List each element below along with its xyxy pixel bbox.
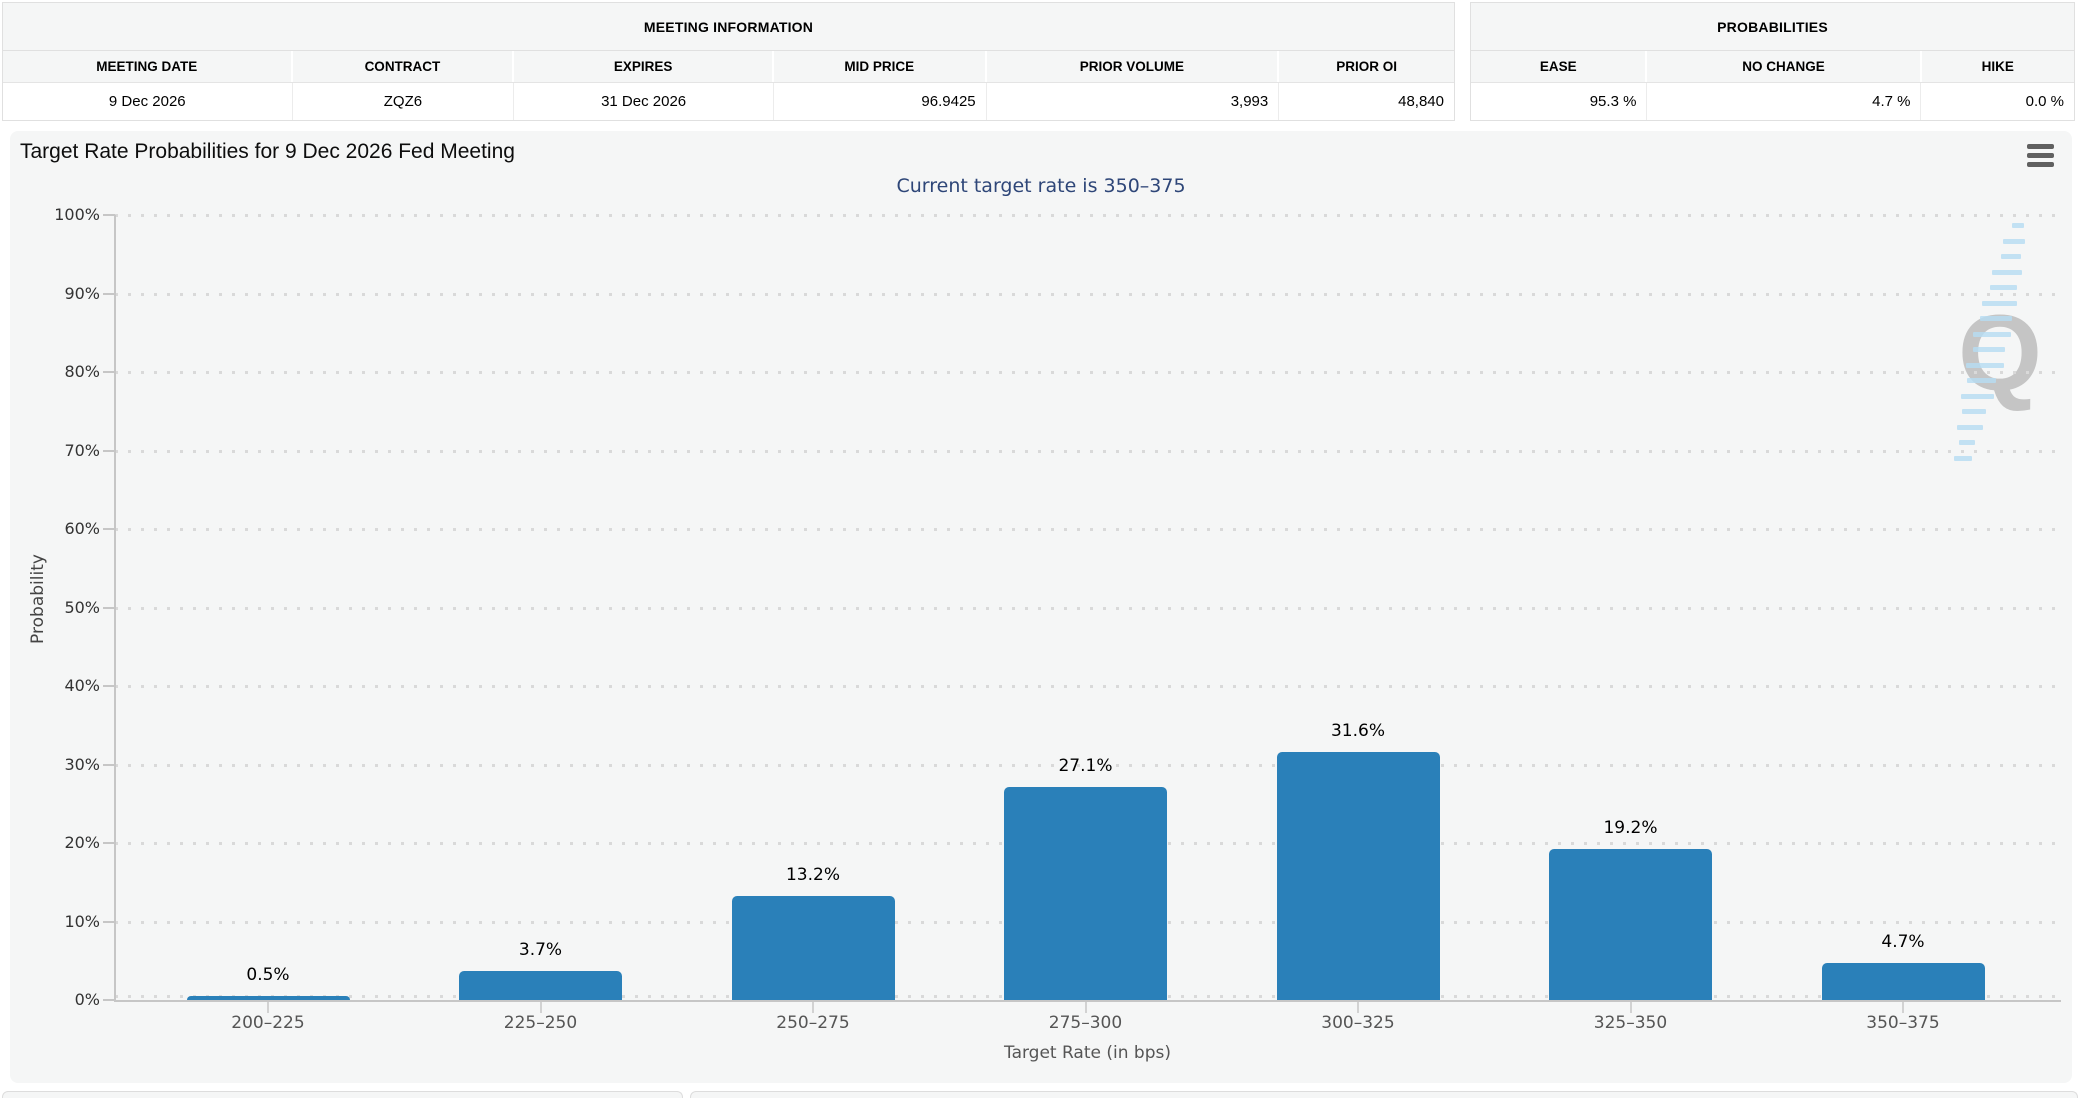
y-axis-tick-mark — [103, 842, 115, 844]
x-axis-category-tick — [1084, 1002, 1087, 1013]
y-axis-tick-label: 10% — [64, 911, 100, 931]
column-header: MID PRICE — [774, 51, 987, 82]
x-axis-category-tick — [1902, 1002, 1904, 1013]
meeting-information-header-row: MEETING DATE CONTRACT EXPIRES MID PRICE PRIO… — [3, 51, 1454, 83]
y-axis-tick-mark — [103, 371, 115, 373]
hamburger-bar — [2027, 144, 2054, 149]
y-axis-tick-mark — [103, 606, 115, 609]
bar-value-label: 27.1% — [1058, 756, 1113, 776]
cell-value: ZQZ6 — [293, 83, 515, 120]
bottom-panel-edge-right — [690, 1091, 2078, 1098]
cell-value: 96.9425 — [774, 83, 987, 120]
bar-value-label: 3.7% — [518, 940, 563, 960]
column-header: NO CHANGE — [1647, 51, 1922, 82]
gridline-30 — [115, 763, 2060, 767]
y-axis-tick-label: 50% — [64, 597, 100, 617]
probability-bar — [459, 971, 622, 1000]
cell-value: 95.3 % — [1471, 83, 1648, 120]
chart-title: Target Rate Probabilities for 9 Dec 2026… — [20, 140, 515, 163]
cell-value: 4.7 % — [1647, 83, 1922, 120]
x-axis-category-tick — [539, 1002, 542, 1013]
y-axis-tick-label: 80% — [64, 362, 100, 381]
bar-value-label: 19.2% — [1603, 818, 1658, 838]
meeting-information-title: MEETING INFORMATION — [3, 3, 1454, 51]
column-header: PRIOR VOLUME — [987, 51, 1280, 82]
gridline-80 — [115, 371, 2060, 374]
x-axis-category-label: 275–300 — [1048, 1013, 1123, 1033]
y-axis-tick-mark — [103, 214, 115, 216]
column-header: PRIOR OI — [1336, 59, 1397, 74]
y-axis-tick-label: 30% — [64, 754, 100, 774]
gridline-50 — [115, 606, 2060, 610]
x-axis-category-label: 350–375 — [1866, 1013, 1940, 1033]
probability-bar — [1549, 849, 1712, 1000]
meeting-information-value-row: 9 Dec 2026 ZQZ6 31 Dec 2026 96.9425 3,993 48,… — [3, 83, 1454, 120]
cell-value: 0.0 % — [2025, 93, 2064, 110]
y-axis-tick-mark — [103, 763, 115, 766]
probability-bar — [186, 996, 350, 1000]
gridline-60 — [115, 528, 2060, 531]
y-axis-tick-label: 70% — [64, 440, 100, 460]
bar-value-label: 31.6% — [1330, 721, 1385, 741]
bottom-panel-edge-left — [2, 1091, 683, 1098]
bar-value-label: 13.2% — [785, 865, 840, 885]
y-axis-tick-label: 40% — [64, 676, 100, 695]
y-axis-tick-label: 100% — [54, 205, 100, 224]
x-axis-category-tick — [1357, 1002, 1359, 1013]
bar-chart-plot-area: Probability 0% 10% 20% 30% 40% 50% 60% 70% 80% 90… — [10, 131, 2072, 1083]
column-header: EXPIRES — [514, 51, 774, 82]
column-header: MEETING DATE — [3, 51, 293, 82]
y-axis-tick-mark — [103, 920, 115, 923]
x-axis-category-tick — [267, 1002, 269, 1013]
y-axis-line — [114, 215, 116, 1002]
hamburger-bar — [2027, 162, 2054, 167]
x-axis-category-label: 250–275 — [776, 1013, 850, 1033]
probability-bar — [1276, 752, 1440, 1000]
gridline-70 — [115, 449, 2060, 453]
chart-subtitle: Current target rate is 350–375 — [896, 175, 1186, 197]
y-axis-tick-mark — [103, 292, 115, 295]
gridline-40 — [115, 685, 2060, 688]
cell-value: 48,840 — [1398, 93, 1444, 110]
probabilities-value-row: 95.3 % 4.7 % 0.0 % — [1471, 83, 2074, 120]
y-axis-tick-mark — [103, 685, 115, 687]
hamburger-bar — [2027, 153, 2054, 158]
x-axis-category-label: 225–250 — [503, 1013, 578, 1033]
bar-value-label: 4.7% — [1881, 932, 1925, 952]
y-axis-tick-mark — [103, 528, 115, 530]
column-header: HIKE — [1981, 59, 2014, 74]
x-axis-category-tick — [812, 1002, 814, 1013]
y-axis-tick-label: 0% — [74, 990, 100, 1009]
gridline-100 — [115, 214, 2060, 217]
x-axis-title: Target Rate (in bps) — [1004, 1043, 1171, 1063]
y-axis-tick-label: 20% — [64, 833, 100, 852]
y-axis-tick-label: 60% — [64, 519, 100, 538]
y-axis-tick-mark — [103, 449, 115, 452]
probabilities-table: PROBABILITIES EASE NO CHANGE HIKE 95.3 % 4.… — [1470, 2, 2075, 121]
x-axis-category-label: 200–225 — [231, 1013, 305, 1033]
x-axis-line — [114, 1000, 2061, 1002]
probability-bar — [1004, 787, 1167, 1000]
probabilities-title: PROBABILITIES — [1471, 3, 2074, 51]
cell-value: 3,993 — [987, 83, 1280, 120]
target-rate-chart-card: Target Rate Probabilities for 9 Dec 2026… — [10, 131, 2072, 1083]
x-axis-category-tick — [1629, 1002, 1632, 1013]
meeting-information-table: MEETING INFORMATION MEETING DATE CONTRACT… — [2, 2, 1455, 121]
gridline-90 — [115, 292, 2060, 296]
x-axis-category-label: 300–325 — [1321, 1013, 1395, 1033]
y-axis-tick-label: 90% — [64, 283, 100, 303]
x-axis-category-label: 325–350 — [1593, 1013, 1668, 1033]
hamburger-menu-icon[interactable] — [2027, 144, 2054, 167]
column-header: CONTRACT — [293, 51, 515, 82]
probabilities-header-row: EASE NO CHANGE HIKE — [1471, 51, 2074, 83]
cell-value: 31 Dec 2026 — [514, 83, 774, 120]
cell-value: 9 Dec 2026 — [3, 83, 293, 120]
column-header: EASE — [1471, 51, 1648, 82]
probability-bar — [731, 896, 895, 1000]
y-axis-tick-mark — [103, 999, 115, 1001]
probability-bar — [1821, 963, 1985, 1000]
bar-value-label: 0.5% — [246, 965, 290, 985]
